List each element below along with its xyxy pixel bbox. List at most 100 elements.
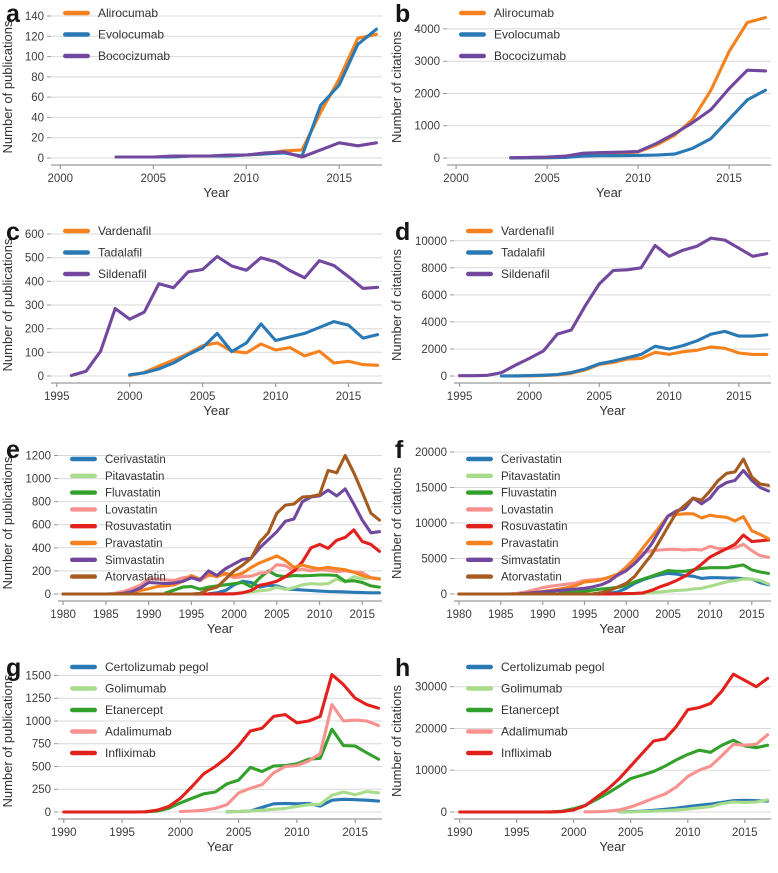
svg-text:Golimumab: Golimumab bbox=[501, 682, 563, 696]
svg-text:Tadalafil: Tadalafil bbox=[501, 246, 545, 260]
svg-text:1990: 1990 bbox=[447, 827, 473, 839]
svg-text:Certolizumab pegol: Certolizumab pegol bbox=[501, 660, 604, 674]
svg-text:Year: Year bbox=[599, 403, 626, 418]
svg-text:600: 600 bbox=[32, 520, 51, 532]
svg-text:Tadalafil: Tadalafil bbox=[98, 246, 142, 260]
svg-text:200: 200 bbox=[32, 566, 51, 578]
svg-text:2005: 2005 bbox=[618, 827, 644, 839]
panel-b-letter: b bbox=[395, 0, 411, 28]
svg-text:2000: 2000 bbox=[614, 609, 640, 621]
svg-text:0: 0 bbox=[434, 153, 440, 165]
svg-text:1995: 1995 bbox=[447, 391, 473, 403]
panel-f-letter: f bbox=[395, 436, 404, 464]
svg-text:1995: 1995 bbox=[109, 827, 135, 839]
svg-text:Fluvastatin: Fluvastatin bbox=[501, 488, 557, 500]
svg-text:15000: 15000 bbox=[415, 483, 447, 495]
svg-text:1980: 1980 bbox=[50, 609, 76, 621]
svg-text:0: 0 bbox=[441, 371, 447, 383]
svg-text:Number of publications: Number of publications bbox=[0, 456, 15, 589]
svg-text:1995: 1995 bbox=[179, 609, 205, 621]
svg-text:140: 140 bbox=[25, 11, 44, 23]
panel-h: h 0 10000 20000 30000 1990 1995 2000 2005 2010 20… bbox=[389, 654, 778, 873]
svg-text:2015: 2015 bbox=[336, 391, 362, 403]
svg-text:200: 200 bbox=[25, 324, 44, 336]
svg-text:3000: 3000 bbox=[414, 56, 440, 68]
svg-text:80: 80 bbox=[31, 72, 44, 84]
svg-text:2015: 2015 bbox=[739, 609, 765, 621]
svg-text:Atorvastatin: Atorvastatin bbox=[501, 572, 562, 584]
svg-text:40: 40 bbox=[31, 112, 44, 124]
svg-text:20000: 20000 bbox=[415, 724, 447, 736]
svg-text:4000: 4000 bbox=[421, 317, 447, 329]
svg-text:Number of citations: Number of citations bbox=[389, 31, 404, 143]
svg-text:1000: 1000 bbox=[414, 121, 440, 133]
svg-text:2000: 2000 bbox=[443, 173, 469, 185]
svg-text:Alirocumab: Alirocumab bbox=[494, 6, 554, 20]
svg-text:2000: 2000 bbox=[117, 391, 143, 403]
svg-text:2005: 2005 bbox=[586, 391, 612, 403]
svg-text:2000: 2000 bbox=[561, 827, 587, 839]
svg-text:1985: 1985 bbox=[93, 609, 119, 621]
svg-text:Number of publications: Number of publications bbox=[0, 238, 15, 371]
svg-text:Year: Year bbox=[203, 185, 230, 200]
svg-text:2000: 2000 bbox=[221, 609, 247, 621]
svg-text:0: 0 bbox=[441, 807, 447, 819]
svg-text:0: 0 bbox=[38, 371, 44, 383]
svg-text:2005: 2005 bbox=[264, 609, 290, 621]
svg-text:2010: 2010 bbox=[263, 391, 289, 403]
svg-text:Etanercept: Etanercept bbox=[105, 703, 164, 717]
svg-text:2000: 2000 bbox=[517, 391, 543, 403]
svg-text:Evolocumab: Evolocumab bbox=[494, 28, 560, 42]
svg-text:Infliximab: Infliximab bbox=[501, 746, 552, 760]
svg-text:400: 400 bbox=[25, 276, 44, 288]
svg-text:Number of publications: Number of publications bbox=[0, 20, 15, 153]
svg-text:Certolizumab pegol: Certolizumab pegol bbox=[105, 660, 208, 674]
svg-text:2005: 2005 bbox=[141, 173, 167, 185]
svg-text:6000: 6000 bbox=[421, 290, 447, 302]
svg-text:2005: 2005 bbox=[655, 609, 681, 621]
svg-text:120: 120 bbox=[25, 31, 44, 43]
svg-text:10000: 10000 bbox=[415, 518, 447, 530]
svg-text:Simvastatin: Simvastatin bbox=[105, 555, 164, 567]
svg-text:Sildenafil: Sildenafil bbox=[98, 267, 147, 281]
svg-text:Lovastatin: Lovastatin bbox=[501, 504, 553, 516]
svg-text:Evolocumab: Evolocumab bbox=[98, 28, 164, 42]
svg-text:2000: 2000 bbox=[48, 173, 74, 185]
svg-text:Adalimumab: Adalimumab bbox=[105, 725, 172, 739]
svg-text:Pitavastatin: Pitavastatin bbox=[105, 471, 164, 483]
svg-text:1500: 1500 bbox=[25, 671, 51, 683]
svg-text:Number of citations: Number of citations bbox=[389, 685, 404, 797]
svg-text:2000: 2000 bbox=[414, 89, 440, 101]
svg-text:250: 250 bbox=[32, 784, 51, 796]
svg-text:Pitavastatin: Pitavastatin bbox=[501, 471, 560, 483]
svg-text:0: 0 bbox=[45, 807, 51, 819]
svg-text:2010: 2010 bbox=[307, 609, 333, 621]
svg-text:2015: 2015 bbox=[326, 173, 352, 185]
svg-text:1995: 1995 bbox=[572, 609, 598, 621]
svg-text:400: 400 bbox=[32, 543, 51, 555]
panel-c: c 0 100 200 300 400 500 600 1995 2000 2005 2010 201… bbox=[0, 218, 389, 436]
svg-text:8000: 8000 bbox=[421, 263, 447, 275]
svg-text:30000: 30000 bbox=[415, 682, 447, 694]
svg-text:Year: Year bbox=[203, 403, 230, 418]
svg-text:2010: 2010 bbox=[234, 173, 260, 185]
panel-e-letter: e bbox=[6, 436, 20, 464]
svg-text:Simvastatin: Simvastatin bbox=[501, 555, 560, 567]
svg-text:2010: 2010 bbox=[625, 173, 651, 185]
svg-text:2015: 2015 bbox=[726, 391, 752, 403]
svg-text:Rosuvastatin: Rosuvastatin bbox=[105, 521, 171, 533]
svg-text:10000: 10000 bbox=[415, 236, 447, 248]
svg-text:0: 0 bbox=[38, 153, 44, 165]
svg-text:Cerivastatin: Cerivastatin bbox=[501, 454, 562, 466]
chart-a-publications: 0 20 40 60 80 100 120 140 2000 2005 2010 2015 Year Nu… bbox=[0, 6, 382, 200]
svg-text:4000: 4000 bbox=[414, 24, 440, 36]
svg-text:Year: Year bbox=[207, 621, 234, 636]
svg-text:Etanercept: Etanercept bbox=[501, 703, 560, 717]
svg-text:20: 20 bbox=[31, 133, 44, 145]
svg-text:Atorvastatin: Atorvastatin bbox=[105, 572, 166, 584]
svg-text:1000: 1000 bbox=[25, 716, 51, 728]
svg-text:20000: 20000 bbox=[415, 447, 447, 459]
svg-text:1000: 1000 bbox=[25, 474, 51, 486]
svg-text:2010: 2010 bbox=[656, 391, 682, 403]
